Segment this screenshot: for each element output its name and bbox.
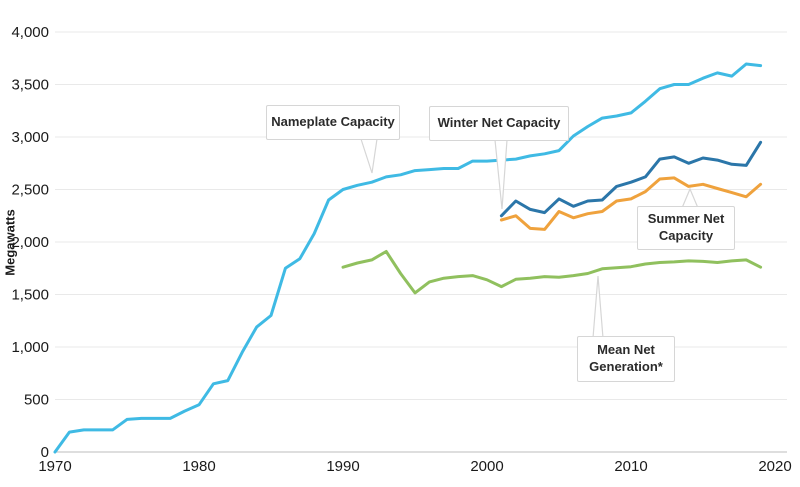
y-tick-label: 3,000 xyxy=(11,129,49,146)
x-tick-label: 1970 xyxy=(38,458,71,475)
x-tick-label: 1980 xyxy=(182,458,215,475)
x-tick-label: 2000 xyxy=(470,458,503,475)
x-tick-label: 2020 xyxy=(758,458,791,475)
y-tick-label: 2,500 xyxy=(11,182,49,199)
series-line-winter xyxy=(499,140,763,218)
annotation-mean-net-generation: Mean Net Generation* xyxy=(577,336,675,382)
x-tick-label: 2010 xyxy=(614,458,647,475)
annotation-label: Mean Net Generation* xyxy=(589,342,663,374)
y-tick-label: 500 xyxy=(24,392,49,409)
y-tick-label: 0 xyxy=(41,444,49,461)
annotation-winter-net-capacity: Winter Net Capacity xyxy=(429,106,569,141)
callout-pointer-winter xyxy=(494,139,508,210)
x-tick-label: 1990 xyxy=(326,458,359,475)
annotation-label: Winter Net Capacity xyxy=(437,115,561,131)
series-line-mean_generation xyxy=(341,250,763,295)
y-tick-label: 2,000 xyxy=(11,234,49,251)
annotation-label: Nameplate Capacity xyxy=(271,114,395,130)
callout-pointer-mean_generation xyxy=(592,275,604,339)
callout-pointer-nameplate xyxy=(360,138,378,174)
y-axis-title: Megawatts xyxy=(2,209,18,276)
annotation-summer-net-capacity: Summer Net Capacity xyxy=(637,206,735,250)
y-tick-label: 3,500 xyxy=(11,77,49,94)
y-tick-label: 1,500 xyxy=(11,287,49,304)
annotation-nameplate-capacity: Nameplate Capacity xyxy=(266,105,400,140)
series-line-summer xyxy=(499,176,763,231)
y-tick-label: 4,000 xyxy=(11,24,49,41)
series-line-nameplate xyxy=(53,62,763,454)
annotation-label: Summer Net Capacity xyxy=(647,211,725,243)
y-tick-label: 1,000 xyxy=(11,339,49,356)
